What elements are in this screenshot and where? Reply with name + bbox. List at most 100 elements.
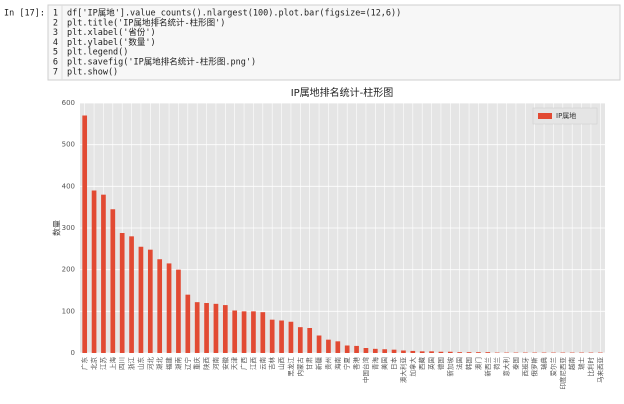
x-tick-label: 内蒙古 — [295, 357, 304, 377]
x-tick-label: 加拿大 — [408, 357, 417, 377]
x-tick-label: 江苏 — [98, 357, 107, 371]
x-tick-label: 荷兰 — [492, 357, 501, 371]
bar — [439, 352, 444, 353]
x-tick-label: 湖南 — [173, 357, 182, 371]
x-tick-label: 泰国 — [511, 357, 520, 370]
x-tick-label: 爱尔兰 — [548, 357, 557, 377]
x-tick-label: 印度尼西亚 — [558, 357, 567, 390]
x-tick-label: 云南 — [258, 357, 267, 371]
legend-label: IP属地 — [556, 111, 576, 120]
bar — [401, 351, 406, 354]
x-tick-label: 江西 — [249, 357, 257, 371]
bar — [279, 321, 284, 354]
bar — [326, 340, 331, 353]
x-tick-label: 中国台湾 — [361, 357, 370, 384]
code-line: plt.savefig('IP属地排名统计-柱形图.png') — [67, 57, 256, 68]
code-line: plt.xlabel('省份') — [67, 27, 156, 38]
x-tick-label: 山东 — [136, 357, 145, 371]
bar — [129, 236, 134, 353]
bar — [392, 350, 397, 353]
x-tick-label: 宁夏 — [342, 357, 351, 371]
x-tick-label: 青海 — [370, 357, 379, 371]
line-number: 6 — [53, 58, 58, 68]
code-line: plt.show() — [67, 67, 118, 77]
bar — [429, 351, 434, 353]
x-tick-label: 瑞士 — [577, 357, 586, 371]
bar — [251, 311, 256, 353]
bar — [157, 259, 162, 353]
x-tick-label: 重庆 — [192, 357, 201, 371]
bar — [335, 341, 340, 353]
bar — [420, 351, 425, 353]
bar — [110, 209, 115, 353]
x-tick-label: 美国 — [380, 357, 389, 370]
bar — [101, 195, 106, 353]
x-tick-label: 吉林 — [267, 357, 276, 371]
x-tick-label: 日本 — [389, 357, 398, 371]
x-tick-label: 新疆 — [314, 357, 323, 371]
code-line: plt.legend() — [67, 48, 128, 58]
x-tick-label: 黑龙江 — [286, 357, 295, 377]
bar — [317, 336, 322, 354]
x-tick-label: 广东 — [80, 357, 89, 371]
code-line: df['IP属地'].value_counts().nlargest(100).… — [67, 8, 401, 19]
y-tick-label: 100 — [62, 307, 75, 315]
x-tick-label: 西藏 — [417, 357, 426, 371]
bar — [307, 328, 312, 353]
x-tick-label: 越南 — [567, 357, 576, 371]
bar — [270, 320, 275, 353]
bar — [448, 352, 453, 353]
line-number: 1 — [53, 9, 58, 19]
cell-prompt: In [17]: — [4, 9, 45, 19]
code-line: plt.title('IP属地排名统计-柱形图') — [67, 17, 225, 28]
x-tick-label: 法国 — [455, 357, 464, 370]
bar — [195, 302, 200, 353]
x-tick-label: 福建 — [164, 357, 173, 371]
bar — [232, 311, 237, 354]
x-tick-label: 俄罗斯 — [530, 357, 539, 377]
bar — [373, 349, 378, 353]
x-tick-label: 香港 — [352, 357, 361, 371]
x-tick-label: 英国 — [427, 357, 436, 370]
line-number: 2 — [53, 18, 58, 28]
line-number: 5 — [53, 48, 58, 58]
bar — [214, 304, 219, 353]
bar — [410, 351, 415, 353]
x-tick-label: 西班牙 — [520, 357, 529, 377]
bar — [176, 270, 181, 353]
x-tick-label: 新西兰 — [483, 357, 492, 377]
x-tick-label: 德国 — [436, 357, 445, 370]
bar — [120, 233, 125, 353]
y-axis-label: 数量 — [52, 220, 62, 236]
bar — [223, 305, 228, 353]
bar — [82, 116, 87, 354]
bar — [382, 349, 387, 353]
x-tick-label: 意大利 — [502, 357, 511, 377]
bar — [345, 346, 350, 354]
x-tick-label: 海南 — [333, 357, 342, 371]
x-tick-label: 上海 — [108, 357, 117, 371]
bar — [204, 303, 209, 353]
x-tick-label: 浙江 — [127, 357, 136, 371]
x-tick-label: 澳门 — [473, 357, 482, 370]
bar — [457, 352, 462, 353]
x-tick-label: 比利时 — [586, 357, 595, 377]
y-tick-label: 400 — [62, 182, 75, 190]
bar — [92, 191, 97, 354]
bar — [260, 312, 265, 353]
x-tick-label: 陕西 — [202, 357, 211, 371]
x-tick-label: 韩国 — [464, 357, 473, 370]
bar — [485, 352, 490, 353]
bar — [289, 322, 294, 353]
bar — [167, 263, 172, 353]
x-tick-label: 贵州 — [323, 357, 332, 370]
y-tick-label: 300 — [62, 224, 75, 232]
bar — [467, 352, 472, 353]
y-tick-label: 600 — [62, 99, 75, 107]
x-tick-label: 瑞典 — [539, 357, 548, 371]
line-number: 3 — [53, 28, 58, 38]
x-tick-label: 安徽 — [220, 357, 229, 371]
chart: IP属地排名统计-柱形图 数量 0100200300400500600广东北京江… — [52, 86, 606, 390]
line-number: 4 — [53, 38, 58, 48]
